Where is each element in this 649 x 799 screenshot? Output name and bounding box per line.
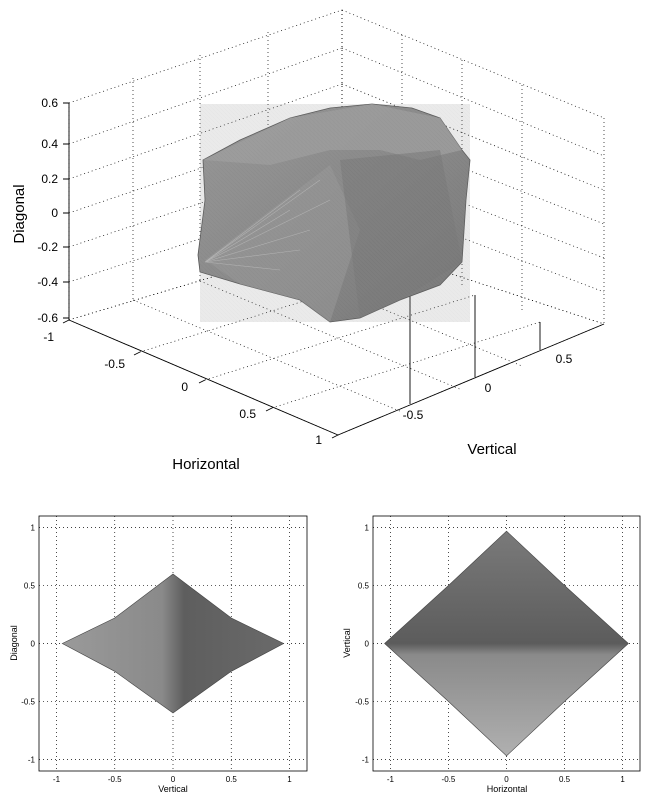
x-tick-label: 0: [504, 775, 509, 784]
x-tick-label: 0.5: [239, 407, 256, 421]
x-tick-label: 1: [620, 775, 625, 784]
x-tick-label: -1: [43, 330, 54, 344]
y-tick-label: 0.5: [556, 352, 573, 366]
y-tick-label: 0.5: [24, 582, 36, 591]
projection-plot-right: -1 -0.5 0 0.5 1 1 0.5 0 -0.5 -1 Horizont…: [342, 515, 641, 794]
y-tick-label: 0.5: [358, 582, 370, 591]
plot3d-ylabel: Vertical: [467, 441, 516, 458]
left-plot-y-ticks: 1 0.5 0 -0.5 -1: [21, 524, 35, 765]
x-tick-label: -0.5: [104, 357, 125, 371]
y-tick-label: -0.5: [403, 408, 424, 422]
surface-3d-plot: 0.6 0.4 0.2 0 -0.2 -0.4 -0.6 -1 -0.5 0 0…: [11, 9, 605, 473]
y-tick-label: -0.5: [355, 697, 369, 706]
projection-plot-left: -1 -0.5 0 0.5 1 1 0.5 0 -0.5 -1 Vertical…: [9, 515, 308, 794]
left-plot-xlabel: Vertical: [158, 784, 188, 794]
x-tick-label: -1: [53, 775, 61, 784]
left-plot-surface: [61, 573, 285, 714]
x-tick-label: 1: [287, 775, 292, 784]
y-tick-label: 0: [31, 640, 36, 649]
x-tick-label: 0.5: [226, 775, 238, 784]
z-tick-label: 0.6: [41, 96, 58, 110]
right-plot-ylabel: Vertical: [342, 628, 352, 658]
y-tick-label: -0.5: [21, 697, 35, 706]
plot3d-z-ticks: 0.6 0.4 0.2 0 -0.2 -0.4 -0.6: [37, 96, 58, 325]
right-plot-x-ticks: -1 -0.5 0 0.5 1: [387, 775, 626, 784]
plot3d-zlabel: Diagonal: [11, 184, 28, 243]
y-tick-label: 1: [365, 524, 370, 533]
surface-3d: [197, 103, 471, 323]
x-tick-label: 1: [315, 433, 322, 447]
z-tick-label: -0.2: [37, 240, 58, 254]
x-tick-label: -0.5: [108, 775, 122, 784]
x-tick-label: 0: [171, 775, 176, 784]
y-tick-label: 0: [485, 381, 492, 395]
left-plot-x-ticks: -1 -0.5 0 0.5 1: [53, 775, 292, 784]
y-tick-label: 1: [31, 524, 36, 533]
right-plot-y-ticks: 1 0.5 0 -0.5 -1: [355, 524, 369, 765]
x-tick-label: 0.5: [559, 775, 571, 784]
plot3d-x-ticks: -1 -0.5 0 0.5 1: [43, 330, 322, 447]
z-tick-label: 0: [51, 206, 58, 220]
plot3d-y-ticks: -0.5 0 0.5: [403, 352, 573, 422]
x-tick-label: -0.5: [442, 775, 456, 784]
z-tick-label: 0.2: [41, 172, 58, 186]
z-tick-label: 0.4: [41, 137, 58, 151]
left-plot-frame: [38, 515, 308, 772]
right-plot-xlabel: Horizontal: [487, 784, 528, 794]
left-plot-ylabel: Diagonal: [9, 625, 19, 661]
plot3d-x-axis: [68, 319, 339, 436]
left-plot-grid: [39, 516, 307, 771]
y-tick-label: 0: [365, 640, 370, 649]
z-tick-label: -0.6: [37, 311, 58, 325]
plot3d-xlabel: Horizontal: [172, 456, 240, 473]
right-plot-surface: [384, 530, 629, 757]
x-tick-label: -1: [387, 775, 395, 784]
z-tick-label: -0.4: [37, 275, 58, 289]
y-tick-label: -1: [362, 755, 370, 764]
y-tick-label: -1: [28, 755, 36, 764]
plot3d-y-axis: [337, 323, 605, 436]
right-plot-frame: [372, 515, 641, 772]
x-tick-label: 0: [181, 380, 188, 394]
